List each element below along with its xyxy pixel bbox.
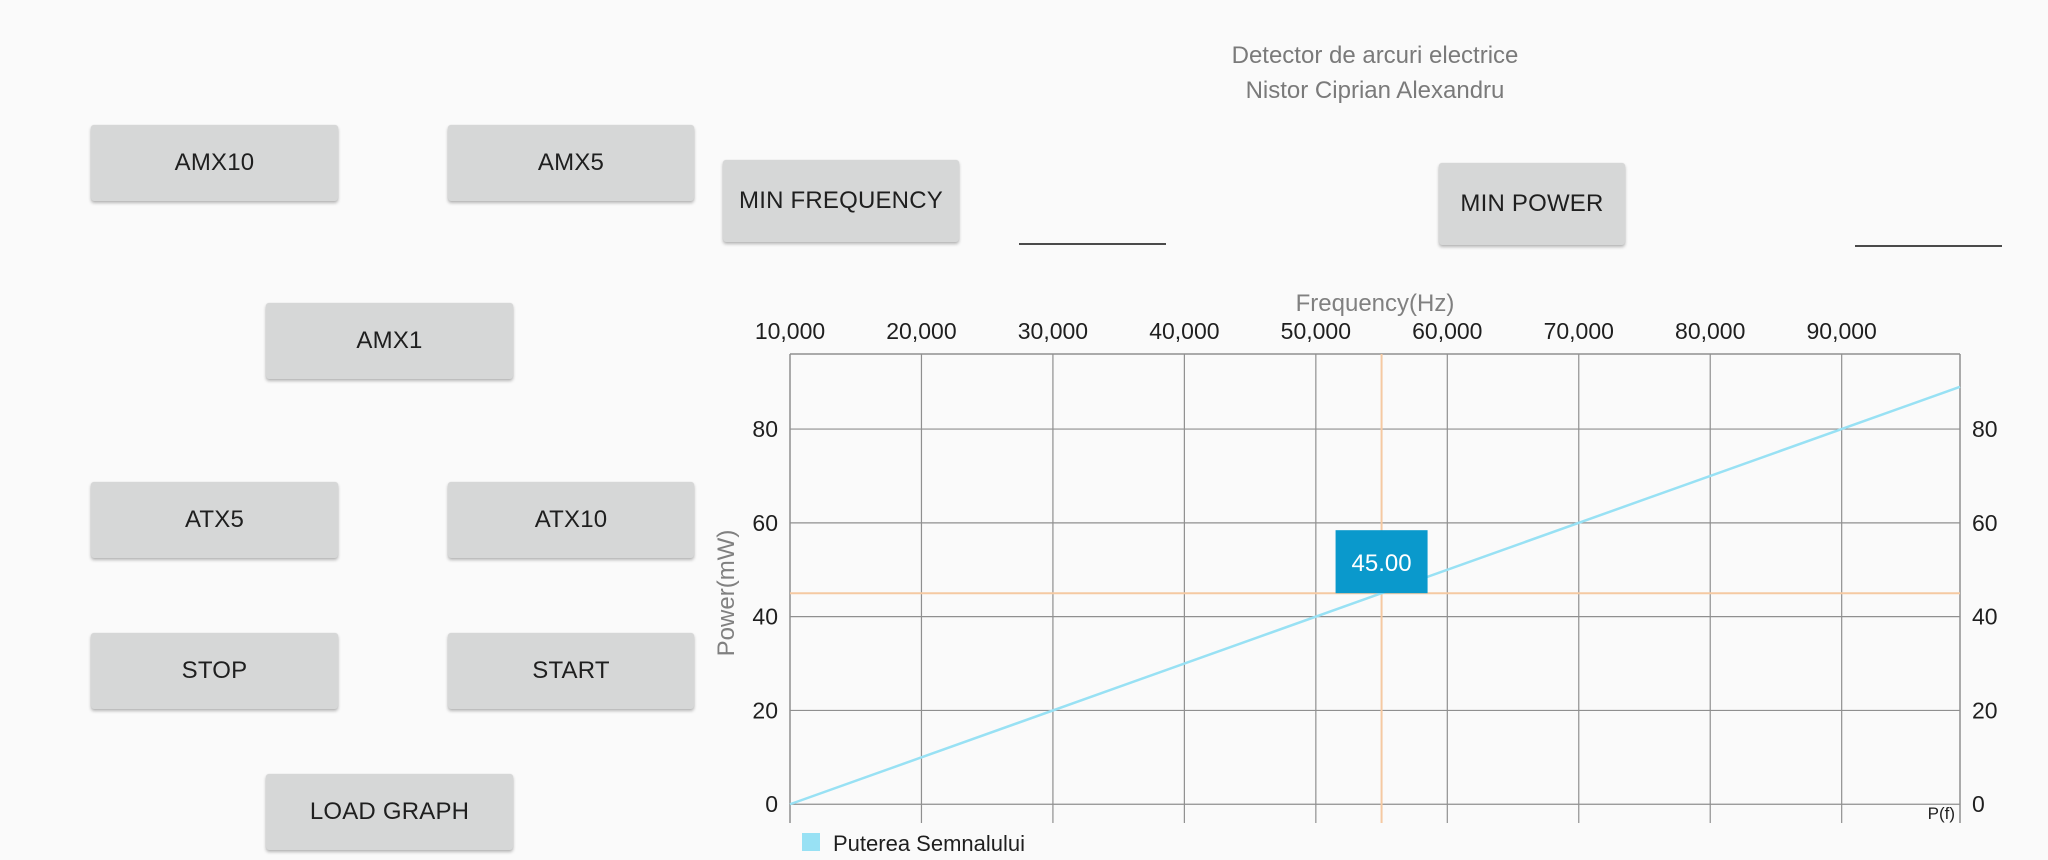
chart-ticks: 10,000 20,000 30,000 40,000 50,000 60,000 70,0… bbox=[752, 318, 1997, 817]
x-tick-label: 30,000 bbox=[1018, 318, 1088, 344]
x-tick-label: 10,000 bbox=[755, 318, 825, 344]
chart-legend: Puterea Semnalului bbox=[802, 831, 1025, 856]
y-tick-label-right: 0 bbox=[1972, 791, 1985, 817]
value-marker-label: 45.00 bbox=[1352, 550, 1412, 577]
y-tick-label-right: 60 bbox=[1972, 510, 1998, 536]
y-tick-label-left: 60 bbox=[752, 510, 778, 536]
x-tick-label: 50,000 bbox=[1281, 318, 1351, 344]
start-button[interactable]: START bbox=[448, 633, 694, 709]
min-frequency-button[interactable]: MIN FREQUENCY bbox=[723, 160, 959, 242]
load-graph-button[interactable]: LOAD GRAPH bbox=[266, 774, 513, 850]
legend-swatch bbox=[802, 833, 820, 851]
y-tick-label-left: 40 bbox=[752, 604, 778, 630]
amx10-button[interactable]: AMX10 bbox=[91, 125, 338, 201]
y-tick-label-left: 0 bbox=[765, 791, 778, 817]
x-tick-label: 70,000 bbox=[1544, 318, 1614, 344]
atx10-button[interactable]: ATX10 bbox=[448, 482, 694, 558]
y-tick-label-right: 20 bbox=[1972, 697, 1998, 723]
y-tick-label-left: 20 bbox=[752, 697, 778, 723]
min-frequency-field[interactable] bbox=[1019, 243, 1166, 245]
atx5-button[interactable]: ATX5 bbox=[91, 482, 338, 558]
y-tick-label-left: 80 bbox=[752, 416, 778, 442]
min-power-button[interactable]: MIN POWER bbox=[1439, 163, 1625, 245]
x-tick-label: 90,000 bbox=[1807, 318, 1877, 344]
min-power-field[interactable] bbox=[1855, 245, 2002, 247]
chart-series bbox=[789, 385, 1961, 806]
amx1-button[interactable]: AMX1 bbox=[266, 303, 513, 379]
app-title-line1: Detector de arcuri electrice bbox=[1231, 42, 1519, 69]
chart-marker: 45.00 bbox=[1335, 530, 1428, 594]
chart-corner-label: P(f) bbox=[1928, 804, 1955, 823]
y-tick-label-right: 80 bbox=[1972, 416, 1998, 442]
x-axis-title: Frequency(Hz) bbox=[1296, 290, 1455, 317]
chart-grid bbox=[789, 353, 1961, 823]
amx5-button[interactable]: AMX5 bbox=[448, 125, 694, 201]
value-marker-box bbox=[1335, 530, 1428, 594]
app-author-line: Nistor Ciprian Alexandru bbox=[1245, 77, 1505, 104]
x-tick-label: 60,000 bbox=[1412, 318, 1482, 344]
y-tick-label-right: 40 bbox=[1972, 604, 1998, 630]
x-tick-label: 20,000 bbox=[886, 318, 956, 344]
y-axis-title: Power(mW) bbox=[713, 530, 740, 657]
x-tick-label: 40,000 bbox=[1149, 318, 1219, 344]
stop-button[interactable]: STOP bbox=[91, 633, 338, 709]
x-tick-label: 80,000 bbox=[1675, 318, 1745, 344]
app-title: Detector de arcuri electrice Nistor Cipr… bbox=[1120, 38, 1630, 108]
series-line bbox=[789, 385, 1961, 806]
legend-label: Puterea Semnalului bbox=[833, 831, 1025, 856]
